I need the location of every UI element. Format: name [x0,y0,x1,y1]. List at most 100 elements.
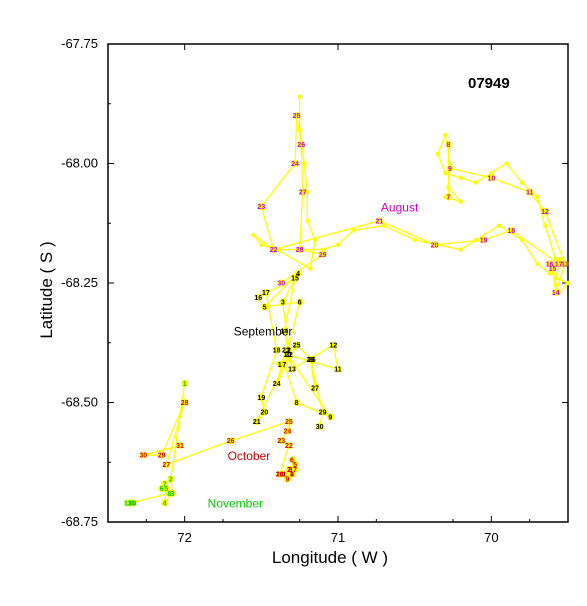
track-point [381,223,387,228]
day-label: 2 [287,347,291,354]
day-marker [139,451,147,459]
track-point [542,223,548,228]
day-marker [176,442,184,450]
day-marker [227,437,235,445]
day-marker [285,418,293,426]
day-marker [260,303,268,311]
day-label: 7 [163,481,167,488]
day-marker [257,394,265,402]
track-point [251,233,256,238]
day-label: 12 [330,343,338,350]
day-label: 10 [487,175,495,182]
track-point [519,180,525,185]
day-marker [181,399,189,406]
track-point [351,228,356,233]
x-tick-label: 72 [177,530,191,545]
day-marker [546,260,554,268]
day-label: 8 [295,400,299,407]
month-annotation: August [381,200,419,214]
day-label: 25 [285,419,293,426]
day-marker [161,499,169,507]
day-marker [286,465,294,473]
day-label: 27 [299,190,307,197]
day-label: 22 [270,247,278,254]
day-label: 23 [277,438,285,445]
day-marker [561,260,569,268]
track-point [558,256,563,262]
drift-track [124,94,571,507]
track-point [335,242,341,247]
day-label: 1 [282,472,286,479]
day-label: 20 [261,410,269,417]
day-label: 11 [526,190,534,197]
day-label: 18 [273,347,281,354]
day-marker [279,298,287,306]
day-label: 9 [448,166,452,173]
day-label: 4 [290,472,294,479]
day-label: 16 [127,500,135,507]
track-segment-august [260,115,566,293]
day-label: 16 [546,261,554,268]
track-point [277,247,282,252]
track-point [489,170,494,176]
day-label: 28 [296,247,304,254]
day-label: 18 [129,500,137,507]
day-marker [329,341,337,349]
x-tick-label: 71 [331,530,345,545]
day-marker [161,480,169,488]
day-label: 8 [446,142,450,149]
y-tick-label: -68.25 [61,275,98,290]
day-marker [311,384,319,392]
day-label: 26 [227,438,235,445]
day-label: 26 [308,357,316,364]
day-marker [254,293,262,301]
day-label: 8 [167,491,171,498]
day-label: 15 [291,276,299,283]
x-tick-labels: 72 71 70 [177,530,498,545]
day-label: 13 [561,261,569,268]
axis-ticks [108,43,568,523]
day-label: 7 [293,467,297,474]
track-point [553,276,558,281]
day-label: 25 [293,113,301,120]
day-label: 5 [262,304,266,311]
plot-frame [107,43,569,523]
day-marker [316,422,324,430]
day-label: 27 [311,386,319,393]
track-point [297,94,302,99]
day-label: 30 [139,453,147,460]
day-marker [262,289,270,297]
day-label: 29 [319,410,327,417]
day-marker [165,489,173,497]
track-point [473,180,479,185]
day-label: 9 [285,476,289,483]
day-label: 2 [287,467,291,474]
day-label: 29 [319,252,327,259]
day-marker [444,193,452,201]
track-point [447,161,453,166]
chart-title: 07949 [468,75,510,92]
day-label: 6 [160,486,164,493]
day-marker [296,246,304,254]
day-marker [277,279,285,287]
day-label: 17 [262,290,270,297]
day-marker [306,355,314,363]
day-label: 10 [284,352,292,359]
day-label: 11 [334,367,342,374]
day-marker [167,475,175,483]
day-label: 14 [552,290,560,297]
day-marker [276,470,284,478]
track-point [553,256,558,262]
day-label: 18 [507,228,515,235]
day-label: 24 [284,429,292,436]
day-label: 7 [446,194,450,201]
day-marker [555,260,563,268]
day-label: 9 [328,414,332,421]
day-label: 19 [480,237,488,244]
day-marker [158,451,166,459]
day-marker [293,399,301,406]
day-label: 3 [170,491,174,498]
day-marker [162,461,170,469]
day-marker [273,379,281,387]
